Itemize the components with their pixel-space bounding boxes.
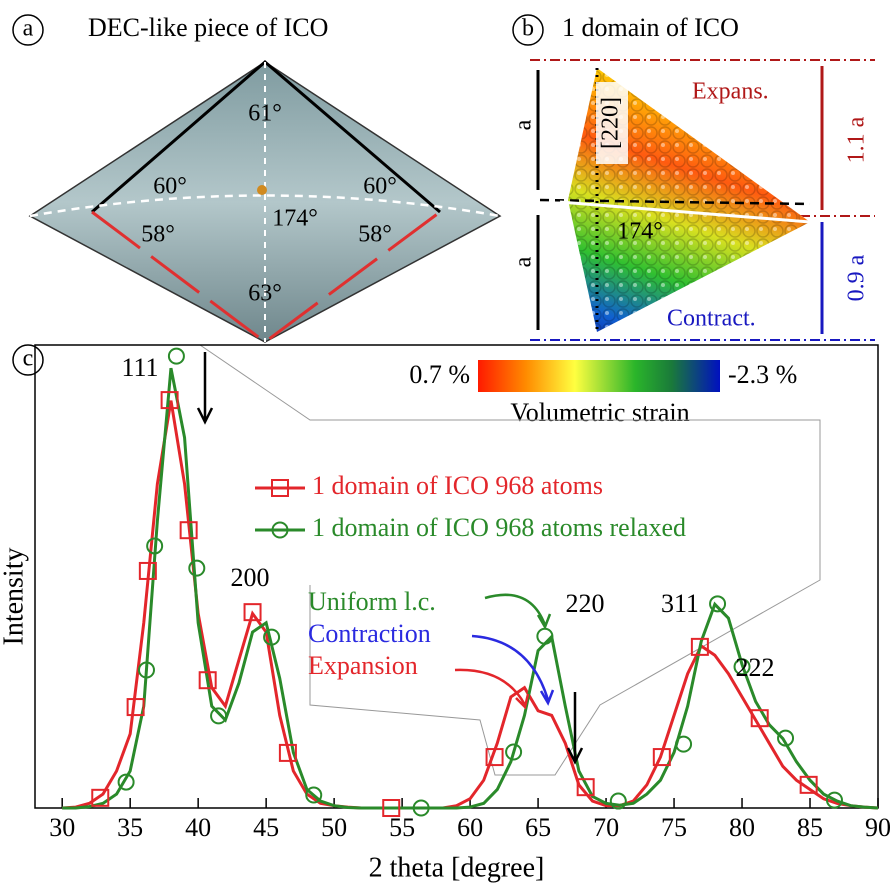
marker bbox=[169, 349, 184, 364]
panel-label: b bbox=[522, 16, 534, 42]
x-tick-label: 40 bbox=[185, 813, 211, 842]
angle-label: 60° bbox=[363, 174, 397, 200]
panel-label: c bbox=[23, 346, 34, 372]
marker bbox=[211, 708, 226, 723]
ratio-label: 0.9 a bbox=[844, 254, 870, 301]
panel-a: a DEC-like piece of ICO 61° 60° 60° 174°… bbox=[13, 13, 500, 342]
panel-title: DEC-like piece of ICO bbox=[88, 13, 328, 42]
plot-frame bbox=[35, 345, 878, 808]
annotation: Expansion bbox=[308, 651, 418, 680]
marker bbox=[676, 737, 691, 752]
angle-label: 63° bbox=[248, 281, 282, 307]
x-tick-label: 35 bbox=[117, 813, 143, 842]
x-tick-label: 85 bbox=[797, 813, 823, 842]
series-line bbox=[62, 401, 878, 808]
x-tick-label: 70 bbox=[593, 813, 619, 842]
x-tick-label: 80 bbox=[729, 813, 755, 842]
x-tick-label: 75 bbox=[661, 813, 687, 842]
panel-title: 1 domain of ICO bbox=[562, 13, 739, 42]
center bbox=[257, 185, 267, 195]
series-line bbox=[62, 368, 878, 808]
arrow bbox=[455, 670, 528, 707]
legend-label: 1 domain of ICO 968 atoms bbox=[312, 471, 603, 500]
y-axis-label: Intensity bbox=[0, 548, 29, 646]
x-tick-label: 50 bbox=[321, 813, 347, 842]
angle-label: 58° bbox=[358, 222, 392, 248]
arrow bbox=[198, 352, 212, 422]
x-tick-label: 55 bbox=[389, 813, 415, 842]
angle-label: 174° bbox=[272, 206, 318, 232]
arrow bbox=[485, 595, 550, 627]
x-axis-label: 2 theta [degree] bbox=[369, 852, 545, 883]
expansion-label: Expans. bbox=[692, 79, 769, 105]
annotation: 111 bbox=[121, 353, 158, 382]
height-label: a bbox=[511, 119, 537, 130]
x-tick-label: 65 bbox=[525, 813, 551, 842]
annotation: 222 bbox=[736, 653, 775, 682]
annotation: Uniform l.c. bbox=[308, 587, 436, 616]
direction-label: [220] bbox=[598, 97, 624, 149]
annotation: 200 bbox=[231, 563, 270, 592]
legend-label: 1 domain of ICO 968 atoms relaxed bbox=[312, 513, 686, 542]
figure: a DEC-like piece of ICO 61° 60° 60° 174°… bbox=[0, 0, 896, 893]
height-label: a bbox=[511, 256, 537, 267]
angle-label: 58° bbox=[141, 222, 175, 248]
contraction-label: Contract. bbox=[667, 306, 756, 332]
inset-frame bbox=[62, 345, 820, 775]
annotation: 311 bbox=[661, 589, 699, 618]
panel-label: a bbox=[23, 16, 34, 42]
ratio-label: 1.1 a bbox=[844, 116, 870, 163]
x-tick-label: 45 bbox=[253, 813, 279, 842]
colorbar-max: 0.7 % bbox=[409, 360, 470, 389]
colorbar-title: Volumetric strain bbox=[510, 398, 689, 427]
angle-label: 61° bbox=[248, 101, 282, 127]
marker bbox=[189, 561, 204, 576]
colorbar-min: -2.3 % bbox=[728, 360, 797, 389]
annotation: Contraction bbox=[308, 619, 431, 648]
x-tick-label: 60 bbox=[457, 813, 483, 842]
angle-label: 174° bbox=[617, 219, 663, 245]
annotation: 220 bbox=[566, 589, 605, 618]
angle-label: 60° bbox=[153, 174, 187, 200]
x-tick-label: 30 bbox=[49, 813, 75, 842]
colorbar bbox=[478, 360, 720, 392]
chart: 30 35 40 45 50 55 60 65 70 75 80 85 90 2 theta [degre… bbox=[0, 345, 891, 883]
x-tick-label: 90 bbox=[865, 813, 891, 842]
